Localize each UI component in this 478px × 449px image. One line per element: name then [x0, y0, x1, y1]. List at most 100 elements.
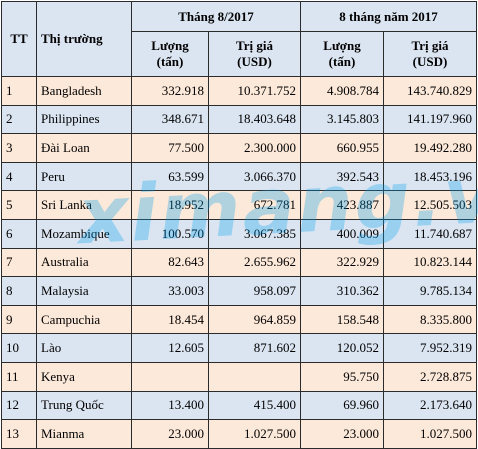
cell-qty-aug: 33.003	[131, 276, 209, 306]
header-val-unit: (USD)	[412, 54, 448, 69]
cell-qty-aug: 13.400	[131, 390, 209, 421]
cell-qty-8m: 392.543	[300, 161, 384, 192]
cell-qty-aug: 18.454	[131, 304, 209, 335]
header-row-top: TT Thị trường Tháng 8/2017 8 tháng năm 2…	[1, 1, 478, 77]
table-row: 11 Kenya 95.750 2.728.875	[1, 361, 478, 392]
table-header: TT Thị trường Tháng 8/2017 8 tháng năm 2…	[1, 1, 478, 77]
cell-qty-aug: 23.000	[131, 419, 209, 449]
cell-val-8m: 1.027.500	[382, 419, 478, 449]
cell-tt: 8	[1, 276, 37, 306]
cell-qty-8m: 23.000	[300, 419, 384, 449]
cell-market: Sri Lanka	[36, 190, 132, 220]
table-row: 6 Mozambique 100.570 3.067.385 400.009 1…	[1, 218, 478, 249]
cell-qty-8m: 95.750	[300, 361, 384, 392]
cell-market: Malaysia	[36, 276, 132, 306]
cell-qty-aug: 332.918	[131, 76, 209, 106]
cell-market: Peru	[36, 161, 132, 192]
cell-val-aug: 672.781	[208, 190, 301, 220]
cell-market: Lào	[36, 333, 132, 363]
cell-val-8m: 18.453.196	[382, 161, 478, 192]
cell-val-aug: 958.097	[208, 276, 301, 306]
cell-qty-aug	[131, 361, 209, 392]
cell-val-aug: 3.066.370	[208, 161, 301, 192]
header-val-unit: (USD)	[237, 54, 272, 69]
cell-qty-aug: 100.570	[131, 218, 209, 249]
cell-tt: 9	[1, 304, 37, 335]
cell-market: Mozambique	[36, 218, 132, 249]
cell-val-8m: 7.952.319	[382, 333, 478, 363]
cell-tt: 7	[1, 247, 37, 278]
table-row: 8 Malaysia 33.003 958.097 310.362 9.785.…	[1, 276, 478, 306]
cell-qty-aug: 18.952	[131, 190, 209, 220]
cell-qty-aug: 348.671	[131, 104, 209, 135]
header-val-8m: Trị giá (USD)	[382, 31, 478, 77]
cell-val-aug: 18.403.648	[208, 104, 301, 135]
header-qty-8m: Lượng (tấn)	[300, 31, 384, 77]
cell-tt: 10	[1, 333, 37, 363]
cell-val-8m: 19.492.280	[382, 133, 478, 163]
cell-val-aug: 964.859	[208, 304, 301, 335]
table-row: 3 Đài Loan 77.500 2.300.000 660.955 19.4…	[1, 133, 478, 163]
cell-market: Mianma	[36, 419, 132, 449]
table-row: 7 Australia 82.643 2.655.962 322.929 10.…	[1, 247, 478, 278]
header-val-label: Trị giá	[236, 38, 273, 53]
cell-market: Bangladesh	[36, 76, 132, 106]
header-qty-label: Lượng	[323, 38, 361, 53]
cell-val-aug: 10.371.752	[208, 76, 301, 106]
cell-tt: 5	[1, 190, 37, 220]
header-period-8m: 8 tháng năm 2017	[299, 1, 478, 32]
table-row: 2 Philippines 348.671 18.403.648 3.145.8…	[1, 104, 478, 135]
cell-qty-8m: 423.887	[300, 190, 384, 220]
cell-qty-8m: 158.548	[300, 304, 384, 335]
header-tt: TT	[1, 1, 37, 77]
cell-market: Đài Loan	[36, 133, 132, 163]
cell-market: Campuchia	[36, 304, 132, 335]
cell-val-aug	[208, 361, 301, 392]
table-body: 1 Bangladesh 332.918 10.371.752 4.908.78…	[1, 76, 478, 449]
table-row: 13 Mianma 23.000 1.027.500 23.000 1.027.…	[1, 419, 478, 449]
cell-tt: 12	[1, 390, 37, 421]
cell-qty-8m: 69.960	[300, 390, 384, 421]
cell-qty-aug: 63.599	[131, 161, 209, 192]
header-row-sub: Lượng (tấn) Trị giá (USD) Lượng (tấn) Tr…	[2, 31, 478, 77]
cell-val-8m: 12.505.503	[382, 190, 478, 220]
header-qty-label: Lượng	[151, 38, 189, 53]
table-row: 1 Bangladesh 332.918 10.371.752 4.908.78…	[1, 76, 478, 106]
cell-market: Australia	[36, 247, 132, 278]
table-row: 12 Trung Quốc 13.400 415.400 69.960 2.17…	[1, 390, 478, 421]
cell-val-8m: 9.785.134	[382, 276, 478, 306]
cell-qty-8m: 3.145.803	[300, 104, 384, 135]
table-row: 10 Lào 12.605 871.602 120.052 7.952.319	[1, 333, 478, 363]
cell-val-aug: 3.067.385	[208, 218, 301, 249]
cell-val-aug: 2.655.962	[208, 247, 301, 278]
cell-tt: 13	[1, 419, 37, 449]
cell-val-8m: 143.740.829	[382, 76, 478, 106]
cell-qty-8m: 310.362	[300, 276, 384, 306]
cell-val-8m: 10.823.144	[382, 247, 478, 278]
cell-val-8m: 11.740.687	[382, 218, 478, 249]
cell-tt: 6	[1, 218, 37, 249]
cell-market: Kenya	[36, 361, 132, 392]
header-qty-unit: (tấn)	[328, 54, 356, 69]
cell-tt: 1	[1, 76, 37, 106]
table-row: 9 Campuchia 18.454 964.859 158.548 8.335…	[1, 304, 478, 335]
header-period-aug: Tháng 8/2017	[131, 1, 301, 32]
table-row: 4 Peru 63.599 3.066.370 392.543 18.453.1…	[1, 161, 478, 192]
cell-qty-aug: 12.605	[131, 333, 209, 363]
cell-qty-aug: 77.500	[131, 133, 209, 163]
header-val-aug: Trị giá (USD)	[208, 31, 301, 77]
cell-market: Trung Quốc	[36, 390, 132, 421]
cell-qty-8m: 400.009	[300, 218, 384, 249]
cell-tt: 2	[1, 104, 37, 135]
header-qty-aug: Lượng (tấn)	[131, 31, 209, 77]
cell-qty-8m: 660.955	[300, 133, 384, 163]
cell-qty-aug: 82.643	[131, 247, 209, 278]
header-market: Thị trường	[36, 1, 132, 77]
cell-val-8m: 2.173.640	[382, 390, 478, 421]
cell-val-aug: 1.027.500	[208, 419, 301, 449]
table-row: 5 Sri Lanka 18.952 672.781 423.887 12.50…	[1, 190, 478, 220]
cell-qty-8m: 120.052	[300, 333, 384, 363]
cell-qty-8m: 4.908.784	[300, 76, 384, 106]
